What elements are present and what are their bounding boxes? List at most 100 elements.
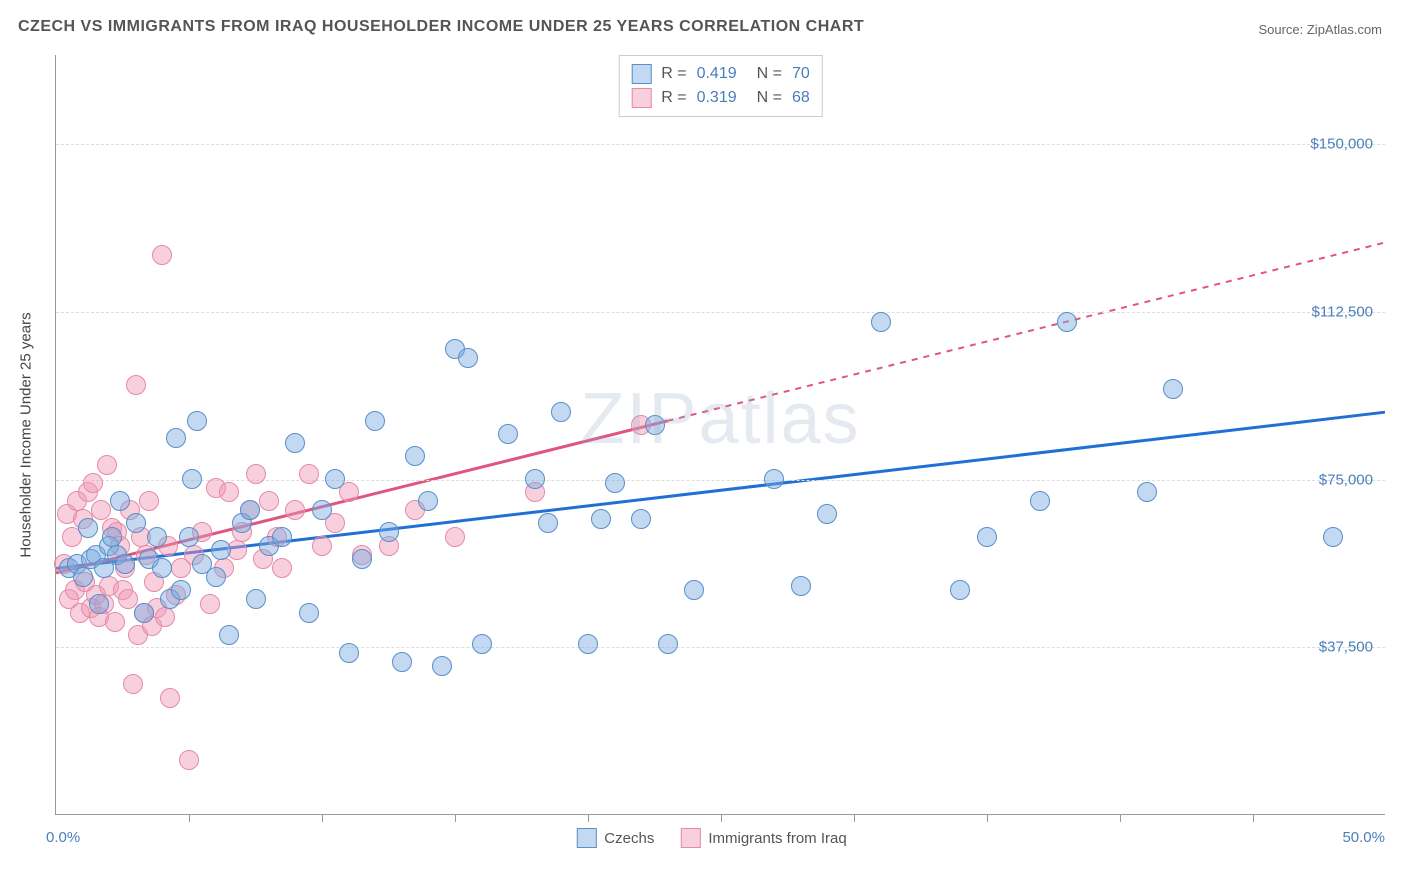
trend-line-extrapolated [667, 243, 1385, 421]
data-point [591, 509, 611, 529]
legend-n-label: N = [757, 89, 782, 107]
chart-title: CZECH VS IMMIGRANTS FROM IRAQ HOUSEHOLDE… [18, 18, 864, 36]
y-axis-title: Householder Income Under 25 years [18, 312, 35, 557]
y-tick-label: $37,500 [1319, 639, 1373, 656]
legend-stats: R =0.419N =70R =0.319N =68 [618, 55, 823, 117]
data-point [147, 527, 167, 547]
x-tick [1120, 814, 1121, 822]
x-tick [1253, 814, 1254, 822]
data-point [110, 491, 130, 511]
data-point [105, 612, 125, 632]
data-point [1163, 379, 1183, 399]
data-point [206, 567, 226, 587]
legend-n-value: 68 [792, 89, 810, 107]
data-point [115, 554, 135, 574]
trend-lines [56, 55, 1385, 814]
data-point [977, 527, 997, 547]
plot-area: ZIPatlas Householder Income Under 25 yea… [55, 55, 1385, 815]
data-point [179, 527, 199, 547]
data-point [83, 473, 103, 493]
data-point [246, 464, 266, 484]
data-point [73, 567, 93, 587]
data-point [538, 513, 558, 533]
chart-container: CZECH VS IMMIGRANTS FROM IRAQ HOUSEHOLDE… [0, 0, 1406, 892]
y-tick-label: $75,000 [1319, 471, 1373, 488]
data-point [658, 634, 678, 654]
data-point [950, 580, 970, 600]
x-tick [987, 814, 988, 822]
data-point [871, 312, 891, 332]
data-point [155, 607, 175, 627]
data-point [432, 656, 452, 676]
data-point [182, 469, 202, 489]
x-tick [322, 814, 323, 822]
data-point [445, 527, 465, 547]
y-tick-label: $112,500 [1312, 304, 1373, 321]
data-point [200, 594, 220, 614]
legend-series: Czechs Immigrants from Iraq [576, 828, 864, 848]
data-point [1057, 312, 1077, 332]
data-point [272, 558, 292, 578]
data-point [126, 513, 146, 533]
data-point [134, 603, 154, 623]
data-point [219, 625, 239, 645]
data-point [764, 469, 784, 489]
x-tick [721, 814, 722, 822]
legend-n-value: 70 [792, 65, 810, 83]
legend-r-label: R = [661, 89, 686, 107]
legend-r-value: 0.419 [697, 65, 737, 83]
data-point [791, 576, 811, 596]
data-point [219, 482, 239, 502]
data-point [179, 750, 199, 770]
data-point [78, 518, 98, 538]
data-point [211, 540, 231, 560]
data-point [152, 558, 172, 578]
data-point [605, 473, 625, 493]
data-point [405, 446, 425, 466]
data-point [1137, 482, 1157, 502]
legend-series-label: Immigrants from Iraq [708, 830, 846, 847]
x-axis-max-label: 50.0% [1342, 829, 1385, 846]
data-point [259, 491, 279, 511]
data-point [458, 348, 478, 368]
legend-stat-row: R =0.319N =68 [631, 86, 810, 110]
data-point [299, 464, 319, 484]
x-tick [854, 814, 855, 822]
data-point [152, 245, 172, 265]
data-point [285, 500, 305, 520]
data-point [171, 580, 191, 600]
gridline [56, 144, 1385, 145]
legend-stat-row: R =0.419N =70 [631, 62, 810, 86]
data-point [187, 411, 207, 431]
legend-swatch [631, 88, 651, 108]
data-point [817, 504, 837, 524]
data-point [240, 500, 260, 520]
data-point [1030, 491, 1050, 511]
data-point [472, 634, 492, 654]
legend-r-label: R = [661, 65, 686, 83]
data-point [285, 433, 305, 453]
x-tick [189, 814, 190, 822]
data-point [645, 415, 665, 435]
data-point [123, 674, 143, 694]
data-point [139, 491, 159, 511]
legend-swatch [576, 828, 596, 848]
data-point [160, 688, 180, 708]
data-point [272, 527, 292, 547]
data-point [246, 589, 266, 609]
gridline [56, 312, 1385, 313]
data-point [379, 522, 399, 542]
data-point [339, 643, 359, 663]
data-point [312, 500, 332, 520]
data-point [631, 509, 651, 529]
data-point [392, 652, 412, 672]
watermark-text: ZIPatlas [580, 378, 860, 460]
data-point [102, 527, 122, 547]
data-point [551, 402, 571, 422]
trend-line [56, 412, 1385, 568]
y-tick-label: $150,000 [1310, 136, 1373, 153]
data-point [97, 455, 117, 475]
x-tick [588, 814, 589, 822]
legend-series-label: Czechs [604, 830, 654, 847]
data-point [126, 375, 146, 395]
